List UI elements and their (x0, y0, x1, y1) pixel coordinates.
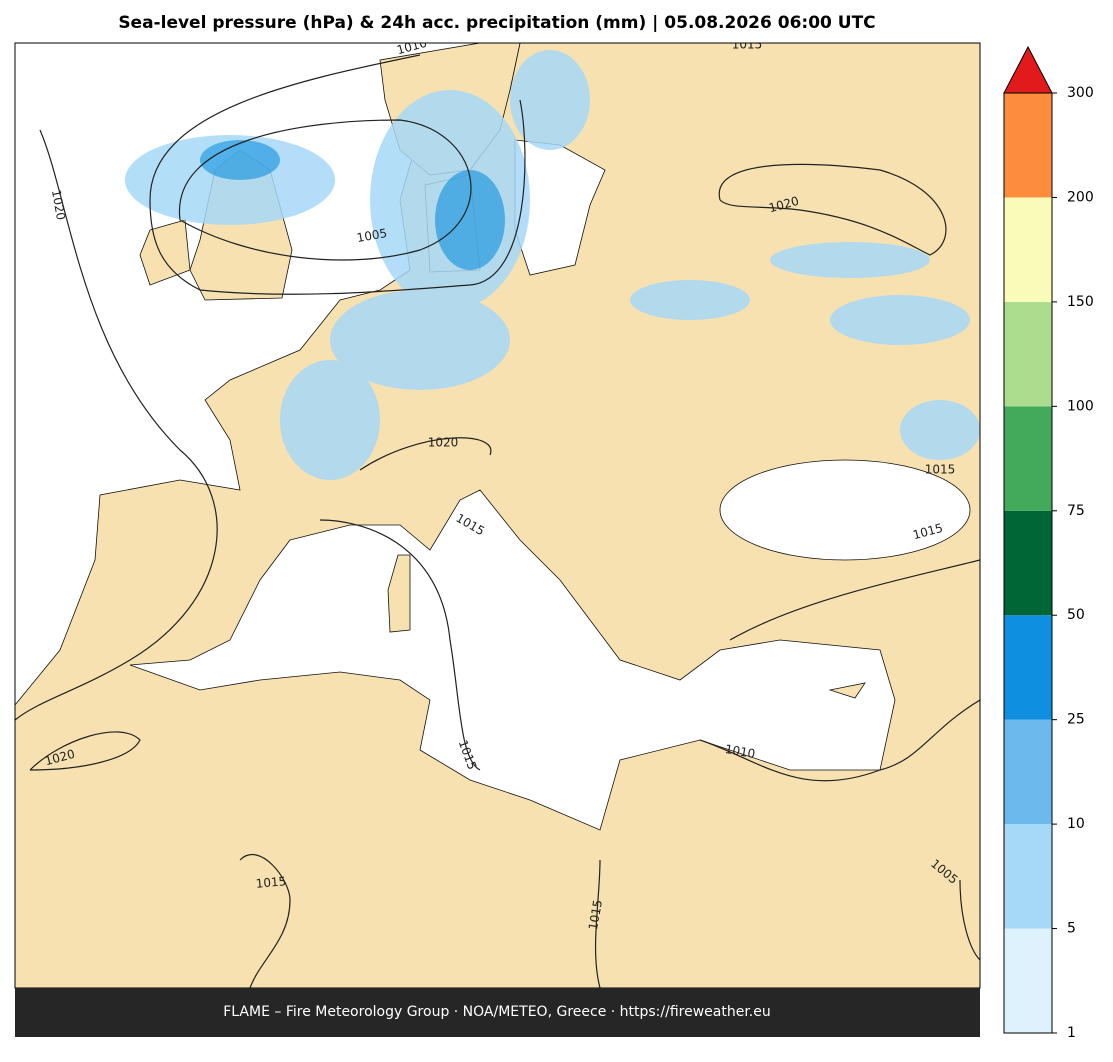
black-sea (719, 459, 971, 561)
colorbar-frame (1003, 92, 1053, 1034)
precipitation-heavy (200, 140, 505, 270)
contour-label: 1020 (49, 189, 68, 222)
contour-label: 1015 (925, 463, 956, 477)
colorbar-segment (1004, 928, 1052, 1033)
isobars (15, 54, 980, 988)
colorbar-segment (1004, 824, 1052, 929)
colorbar-tick-label: 5 (1067, 921, 1076, 937)
colorbar-tick-label: 75 (1067, 503, 1085, 519)
colorbar-segment (1004, 615, 1052, 720)
colorbar-tick-label: 300 (1067, 85, 1094, 101)
colorbar-segment (1004, 93, 1052, 198)
colorbar-segment (1004, 301, 1052, 407)
colorbar-tick-label: 200 (1067, 189, 1094, 205)
contour-label: 1015 (586, 899, 605, 932)
contour-label: 1010 (724, 742, 757, 761)
colorbar-tick-label: 25 (1067, 712, 1085, 728)
contour-label: 1020 (428, 436, 459, 450)
colorbar-segment (1004, 719, 1052, 825)
colorbar-tick-label: 50 (1067, 607, 1085, 623)
contour-label: 1005 (356, 226, 389, 245)
corsica-sardinia (387, 554, 411, 633)
colorbar-segment (1004, 197, 1052, 302)
mediterranean (129, 489, 896, 831)
footer-bar (15, 988, 980, 1037)
colorbar-tick-label: 100 (1067, 398, 1094, 414)
colorbar-tick-label: 1 (1067, 1025, 1076, 1041)
colorbar-tick-label: 150 (1067, 294, 1094, 310)
contour-label: 1015 (732, 38, 763, 52)
colorbar: 1 5 10 25 50 75 100 150 200 300 (1003, 45, 1094, 1041)
colorbar-segment (1004, 510, 1052, 616)
ireland (139, 219, 191, 286)
footer-text: FLAME – Fire Meteorology Group · NOA/MET… (223, 1004, 771, 1020)
colorbar-extend (1003, 45, 1053, 94)
map-title: Sea-level pressure (hPa) & 24h acc. prec… (118, 13, 875, 33)
colorbar-tick-label: 10 (1067, 816, 1085, 832)
colorbar-segment (1004, 406, 1052, 511)
cyprus (828, 682, 866, 699)
contour-label: 1015 (255, 874, 287, 891)
